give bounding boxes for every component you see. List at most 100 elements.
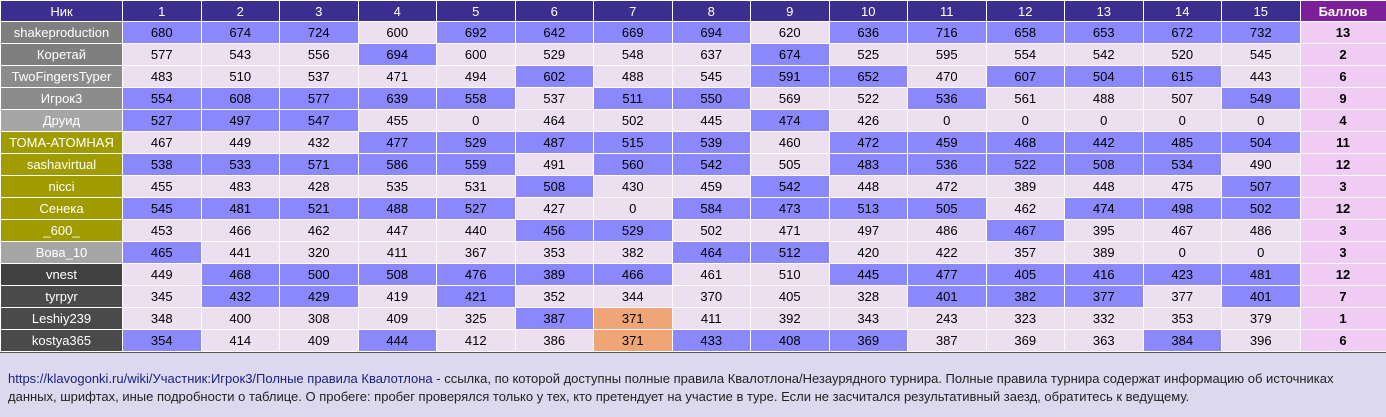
score-cell: 11: [1299, 131, 1386, 154]
round-result: 556: [279, 43, 359, 66]
round-result: 455: [357, 109, 437, 132]
round-result: 395: [1064, 219, 1144, 242]
player-nick[interactable]: vnest: [0, 263, 123, 286]
round-header[interactable]: 2: [200, 0, 280, 22]
player-nick[interactable]: nicci: [0, 175, 123, 198]
round-result: 427: [514, 197, 594, 220]
round-result: 440: [436, 219, 516, 242]
round-result: 411: [357, 241, 437, 264]
round-result: 432: [279, 131, 359, 154]
round-result: 542: [750, 175, 830, 198]
round-result: 522: [985, 153, 1065, 176]
player-nick[interactable]: Коретай: [0, 43, 123, 66]
player-nick[interactable]: Leshiy239: [0, 307, 123, 330]
round-result: 497: [200, 109, 280, 132]
round-result: 460: [750, 131, 830, 154]
player-nick[interactable]: sashavirtual: [0, 153, 123, 176]
player-nick[interactable]: Сенека: [0, 197, 123, 220]
round-result: 428: [279, 175, 359, 198]
round-result: 462: [985, 197, 1065, 220]
table-row: _600_ 453 466 462 447 440 456 529 502 471 497 486 46…: [0, 219, 1386, 242]
round-result: 414: [200, 329, 280, 352]
round-result: 0: [436, 109, 516, 132]
round-result: 320: [279, 241, 359, 264]
round-result: 464: [671, 241, 751, 264]
nick-header[interactable]: Ник: [0, 0, 123, 22]
round-result: 472: [907, 175, 987, 198]
round-header[interactable]: 13: [1064, 0, 1144, 22]
round-header[interactable]: 5: [436, 0, 516, 22]
round-result: 535: [357, 175, 437, 198]
round-result: 569: [750, 87, 830, 110]
round-result: 475: [1142, 175, 1222, 198]
score-header[interactable]: Баллов: [1299, 0, 1386, 22]
round-result: 384: [1142, 329, 1222, 352]
rules-link[interactable]: https://klavogonki.ru/wiki/Участник:Игро…: [8, 371, 433, 386]
round-header[interactable]: 11: [907, 0, 987, 22]
round-header[interactable]: 8: [671, 0, 751, 22]
round-header[interactable]: 12: [985, 0, 1065, 22]
round-result: 483: [122, 65, 202, 88]
round-result: 488: [357, 197, 437, 220]
table-row: Друид 527 497 547 455 0 464 502 445 474 426 0 0 0 0 0 4: [0, 109, 1386, 132]
round-result: 422: [907, 241, 987, 264]
round-header[interactable]: 6: [514, 0, 594, 22]
round-header[interactable]: 10: [828, 0, 908, 22]
round-result: 323: [985, 307, 1065, 330]
round-result: 537: [514, 87, 594, 110]
player-nick[interactable]: Друид: [0, 109, 123, 132]
round-result: 694: [357, 43, 437, 66]
round-header[interactable]: 15: [1221, 0, 1301, 22]
round-header[interactable]: 3: [279, 0, 359, 22]
round-result: 477: [357, 131, 437, 154]
player-nick[interactable]: TwoFingersTyper: [0, 65, 123, 88]
round-result: 243: [907, 307, 987, 330]
round-result: 615: [1142, 65, 1222, 88]
round-result: 400: [200, 307, 280, 330]
round-result: 470: [907, 65, 987, 88]
round-result: 636: [828, 21, 908, 44]
round-result: 513: [828, 197, 908, 220]
round-result: 497: [828, 219, 908, 242]
player-nick[interactable]: kostya365: [0, 329, 123, 352]
round-result: 533: [200, 153, 280, 176]
round-result: 550: [671, 87, 751, 110]
player-nick[interactable]: ТОМА-АТОМНАЯ: [0, 131, 123, 154]
player-nick[interactable]: tyrpyr: [0, 285, 123, 308]
table-row: Сенека 545 481 521 488 527 427 0 584 473 513 505 462…: [0, 197, 1386, 220]
round-header[interactable]: 7: [593, 0, 673, 22]
round-result: 537: [279, 65, 359, 88]
round-header[interactable]: 9: [750, 0, 830, 22]
table-row: tyrpyr 345 432 429 419 421 352 344 370 405 328 401 3…: [0, 285, 1386, 308]
round-result: 444: [357, 329, 437, 352]
score-cell: 12: [1299, 197, 1386, 220]
results-table: Ник 1 2 3 4 5 6 7 8 9 10 11 12 13 14 15 …: [0, 0, 1386, 352]
round-result: 467: [985, 219, 1065, 242]
round-result: 481: [200, 197, 280, 220]
player-nick[interactable]: _600_: [0, 219, 123, 242]
round-result: 401: [907, 285, 987, 308]
table-row: Коретай 577 543 556 694 600 529 548 637 674 525 595…: [0, 43, 1386, 66]
round-result: 724: [279, 21, 359, 44]
round-result: 429: [279, 285, 359, 308]
round-result: 448: [1064, 175, 1144, 198]
round-header[interactable]: 1: [122, 0, 202, 22]
round-result: 0: [1221, 109, 1301, 132]
round-result: 387: [907, 329, 987, 352]
round-result: 577: [279, 87, 359, 110]
score-cell: 12: [1299, 263, 1386, 286]
round-result: 471: [750, 219, 830, 242]
player-nick[interactable]: shakeproduction: [0, 21, 123, 44]
round-result: 377: [1064, 285, 1144, 308]
round-result: 461: [671, 263, 751, 286]
round-result: 486: [1221, 219, 1301, 242]
round-result: 465: [122, 241, 202, 264]
round-result: 332: [1064, 307, 1144, 330]
player-nick[interactable]: Вова_10: [0, 241, 123, 264]
score-cell: 13: [1299, 21, 1386, 44]
round-result: 515: [593, 131, 673, 154]
round-result: 473: [750, 197, 830, 220]
round-header[interactable]: 4: [357, 0, 437, 22]
round-header[interactable]: 14: [1142, 0, 1222, 22]
player-nick[interactable]: Игрок3: [0, 87, 123, 110]
